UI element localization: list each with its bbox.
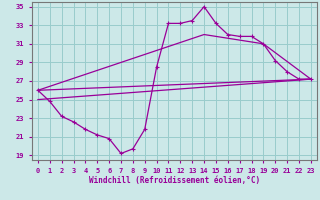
X-axis label: Windchill (Refroidissement éolien,°C): Windchill (Refroidissement éolien,°C): [89, 176, 260, 185]
